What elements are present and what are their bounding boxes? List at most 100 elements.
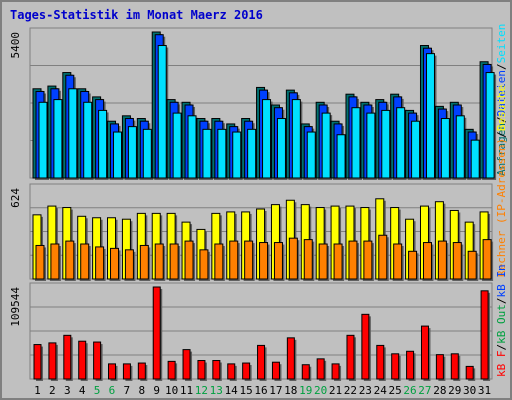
bar-pages-day-22 bbox=[351, 107, 361, 179]
bar-sites-day-3 bbox=[65, 240, 75, 280]
bar-kbytes-day-17 bbox=[271, 361, 280, 380]
bar-pages-day-16 bbox=[262, 99, 272, 179]
bar-pages-day-26 bbox=[411, 120, 421, 179]
bar-pages-day-17 bbox=[276, 118, 286, 179]
legend-item: / bbox=[495, 344, 508, 351]
bar-kbytes-day-9 bbox=[152, 286, 161, 380]
bar-sites-day-13 bbox=[214, 243, 224, 280]
bar-pages-day-20 bbox=[321, 112, 331, 179]
bar-pages-day-12 bbox=[202, 128, 212, 179]
x-tick-label: 7 bbox=[124, 384, 131, 397]
x-tick-label: 17 bbox=[269, 384, 282, 397]
bar-kbytes-day-31 bbox=[480, 290, 489, 380]
bar-pages-day-24 bbox=[381, 109, 391, 179]
bar-sites-day-2 bbox=[50, 243, 60, 280]
bar-sites-day-28 bbox=[437, 240, 447, 280]
bar-sites-day-15 bbox=[244, 240, 254, 280]
bar-kbytes-day-7 bbox=[122, 363, 131, 380]
bar-pages-day-23 bbox=[366, 112, 376, 179]
x-tick-label: 8 bbox=[138, 384, 145, 397]
bar-pages-day-4 bbox=[83, 101, 93, 179]
bar-pages-day-18 bbox=[291, 99, 301, 179]
x-tick-label: 18 bbox=[284, 384, 297, 397]
bar-sites-day-30 bbox=[467, 250, 477, 280]
bar-kbytes-day-20 bbox=[316, 358, 325, 380]
bar-kbytes-day-14 bbox=[227, 363, 236, 380]
bar-sites-day-1 bbox=[35, 244, 45, 280]
legend-item: Besuche bbox=[495, 85, 508, 131]
bar-pages-day-21 bbox=[336, 134, 346, 179]
bar-kbytes-day-3 bbox=[63, 334, 72, 380]
x-tick-label: 25 bbox=[389, 384, 402, 397]
bar-pages-day-11 bbox=[187, 115, 197, 179]
x-tick-label: 12 bbox=[195, 384, 208, 397]
bar-sites-day-14 bbox=[229, 240, 239, 280]
bar-sites-day-17 bbox=[273, 242, 283, 280]
legend-item: Dateien bbox=[495, 70, 508, 116]
bar-sites-day-20 bbox=[318, 243, 328, 280]
chart-title: Tages-Statistik im Monat Maerz 2016 bbox=[10, 8, 263, 22]
bar-kbytes-day-2 bbox=[48, 342, 57, 380]
x-tick-label: 16 bbox=[254, 384, 267, 397]
bar-kbytes-day-16 bbox=[257, 344, 266, 380]
x-tick-label: 15 bbox=[239, 384, 252, 397]
bar-kbytes-day-13 bbox=[212, 360, 221, 380]
x-tick-label: 14 bbox=[225, 384, 239, 397]
legend-item: / bbox=[495, 116, 508, 123]
legend-item: / bbox=[495, 131, 508, 138]
bar-pages-day-6 bbox=[113, 131, 123, 179]
bar-pages-day-8 bbox=[142, 128, 152, 179]
bar-pages-day-29 bbox=[455, 115, 465, 179]
bar-pages-day-9 bbox=[157, 45, 167, 179]
bar-pages-day-7 bbox=[127, 126, 137, 179]
bar-pages-day-15 bbox=[247, 128, 257, 179]
legend-top: Anfragen/Dateien/Seiten bbox=[495, 24, 508, 176]
legend-item: / bbox=[495, 298, 508, 305]
bar-pages-day-25 bbox=[396, 107, 406, 179]
bar-kbytes-day-23 bbox=[361, 313, 370, 380]
bar-pages-day-31 bbox=[485, 72, 495, 179]
x-tick-label: 6 bbox=[109, 384, 116, 397]
x-tick-label: 29 bbox=[448, 384, 461, 397]
bar-sites-day-4 bbox=[80, 243, 90, 280]
x-tick-label: 26 bbox=[403, 384, 416, 397]
bar-pages-day-30 bbox=[470, 139, 480, 179]
x-tick-label: 3 bbox=[64, 384, 71, 397]
bar-pages-day-10 bbox=[172, 112, 182, 179]
bar-kbytes-day-24 bbox=[376, 344, 385, 380]
bar-sites-day-11 bbox=[184, 240, 194, 280]
bar-kbytes-day-18 bbox=[286, 337, 295, 380]
x-tick-label: 13 bbox=[210, 384, 223, 397]
legend-item: / bbox=[495, 63, 508, 70]
bar-sites-day-27 bbox=[422, 242, 432, 280]
bar-sites-day-5 bbox=[95, 246, 105, 280]
bar-sites-day-22 bbox=[348, 240, 358, 280]
bar-pages-day-14 bbox=[232, 131, 242, 179]
x-tick-label: 23 bbox=[359, 384, 372, 397]
bar-kbytes-day-30 bbox=[465, 365, 474, 380]
bar-sites-day-12 bbox=[199, 249, 209, 280]
bar-kbytes-day-10 bbox=[167, 360, 176, 380]
bar-pages-day-1 bbox=[38, 101, 48, 179]
bar-pages-day-13 bbox=[217, 128, 227, 179]
bar-pages-day-2 bbox=[53, 99, 63, 179]
legend-item: kB Out bbox=[495, 304, 508, 344]
bar-sites-day-26 bbox=[408, 250, 418, 280]
bar-pages-day-27 bbox=[425, 53, 435, 179]
bar-kbytes-day-5 bbox=[93, 341, 102, 380]
legend-middle: Rechner (IP-Adressen)/Besuche bbox=[495, 85, 508, 277]
bar-kbytes-day-27 bbox=[420, 325, 429, 380]
bar-kbytes-day-15 bbox=[242, 362, 251, 380]
x-tick-label: 10 bbox=[165, 384, 178, 397]
legend-item: Rechner (IP-Adressen) bbox=[495, 138, 508, 277]
bar-sites-day-7 bbox=[124, 249, 134, 280]
x-tick-label: 1 bbox=[34, 384, 41, 397]
bar-sites-day-10 bbox=[169, 243, 179, 280]
bar-sites-day-6 bbox=[110, 247, 120, 280]
legend-item: kB F bbox=[495, 351, 508, 378]
x-tick-label: 24 bbox=[374, 384, 388, 397]
bar-kbytes-day-28 bbox=[435, 354, 444, 380]
bar-kbytes-day-11 bbox=[182, 349, 191, 380]
